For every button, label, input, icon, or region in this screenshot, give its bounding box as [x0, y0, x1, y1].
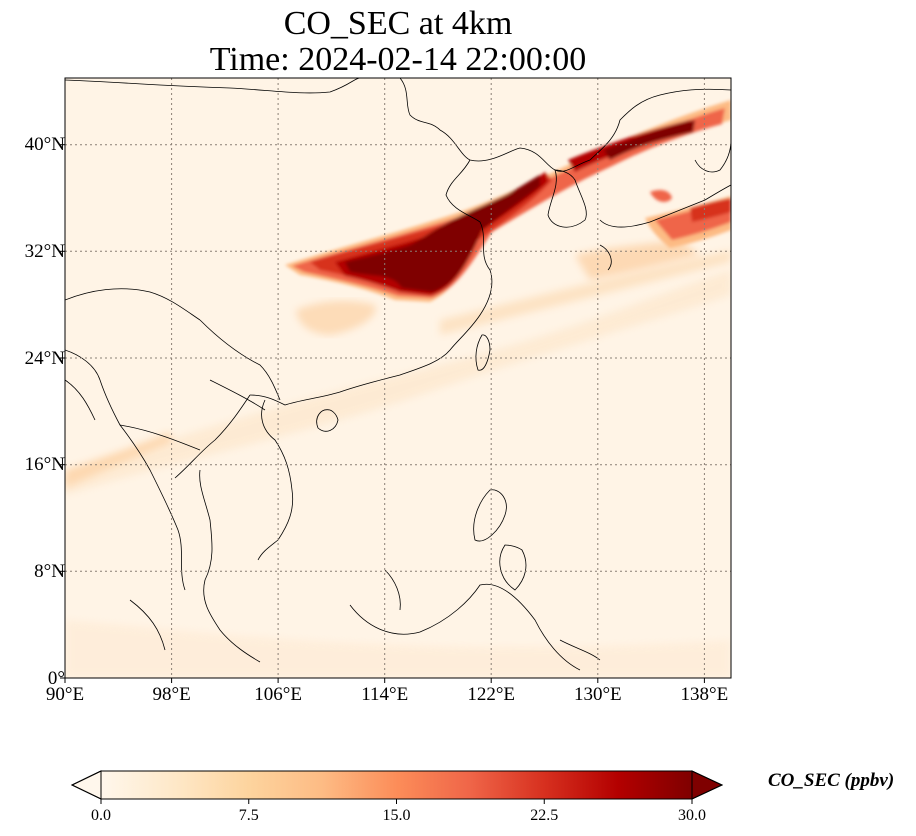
lat-tick-label: 16°N: [24, 454, 65, 475]
axis-tick-marks: [60, 144, 705, 683]
lat-tick-label: 40°N: [24, 134, 65, 155]
colorbar-tick-label: 15.0: [382, 807, 411, 824]
coastlines: [65, 78, 731, 671]
colorbar-tick-label: 30.0: [678, 807, 706, 824]
colorbar-tick-label: 0.0: [91, 807, 111, 824]
lat-tick-label: 32°N: [24, 241, 65, 262]
colorbar-tick-label: 22.5: [530, 807, 559, 824]
colorbar-label: CO_SEC (ppbv): [768, 770, 895, 791]
lat-tick-label: 24°N: [24, 348, 65, 369]
lon-tick-label: 122°E: [467, 684, 516, 705]
lon-tick-label: 130°E: [573, 684, 622, 705]
colorbar-tick-label: 7.5: [238, 807, 259, 824]
lat-tick-label: 8°N: [34, 561, 65, 582]
colorbar-tick-marks: [100, 799, 693, 804]
colorbar-max-extension: [691, 770, 724, 800]
map-frame: [64, 77, 732, 679]
plot-title-line1: CO_SEC at 4km: [283, 5, 513, 42]
plot-title-line2: Time: 2024-02-14 22:00:00: [209, 41, 587, 78]
lon-tick-label: 106°E: [254, 684, 302, 705]
lat-tick-label: 0°: [47, 668, 65, 689]
lon-tick-label: 114°E: [361, 684, 409, 705]
map-gridlines: [65, 78, 731, 678]
colorbar-min-extension: [70, 770, 102, 800]
lon-tick-label: 138°E: [680, 684, 729, 705]
lon-tick-label: 98°E: [152, 684, 191, 705]
colorbar-gradient: [101, 771, 692, 799]
lon-tick-label: 90°E: [45, 684, 85, 705]
